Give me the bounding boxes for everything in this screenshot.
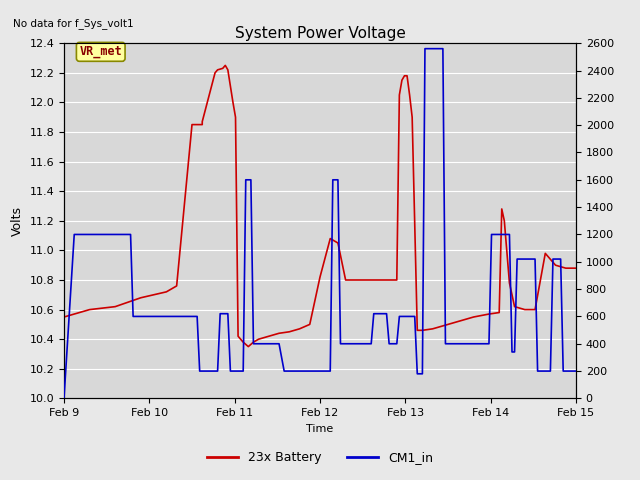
CM1_in	[214, 368, 221, 374]
CM1_in	[275, 341, 283, 347]
CM1_in	[216, 311, 224, 317]
CM1_in	[442, 341, 449, 347]
CM1_in	[319, 368, 326, 374]
Title: System Power Voltage: System Power Voltage	[235, 25, 405, 41]
CM1_in	[508, 349, 516, 355]
CM1_in	[70, 231, 78, 237]
23x Battery	[429, 326, 436, 332]
CM1_in	[196, 368, 204, 374]
CM1_in	[224, 311, 232, 317]
CM1_in	[247, 177, 255, 183]
CM1_in	[337, 341, 344, 347]
Text: VR_met: VR_met	[79, 45, 122, 59]
CM1_in	[367, 341, 375, 347]
CM1_in	[280, 368, 288, 374]
23x Battery	[137, 295, 145, 300]
CM1_in	[439, 46, 447, 51]
CM1_in	[557, 256, 564, 262]
CM1_in	[239, 368, 247, 374]
23x Battery	[60, 314, 68, 320]
CM1_in	[393, 341, 401, 347]
CM1_in	[421, 46, 429, 51]
CM1_in	[506, 231, 513, 237]
CM1_in	[193, 313, 201, 319]
CM1_in	[329, 177, 337, 183]
CM1_in	[396, 313, 403, 319]
CM1_in	[227, 368, 234, 374]
CM1_in	[436, 46, 444, 51]
CM1_in	[534, 368, 541, 374]
23x Battery	[316, 274, 324, 280]
CM1_in	[129, 313, 137, 319]
23x Battery	[244, 344, 252, 349]
23x Battery	[111, 304, 119, 310]
CM1_in	[60, 396, 68, 401]
CM1_in	[513, 256, 521, 262]
CM1_in	[511, 349, 518, 355]
CM1_in	[439, 46, 447, 51]
CM1_in	[559, 368, 567, 374]
23x Battery	[419, 327, 426, 333]
Line: 23x Battery: 23x Battery	[64, 65, 576, 347]
CM1_in	[316, 368, 324, 374]
23x Battery	[572, 265, 580, 271]
CM1_in	[547, 368, 554, 374]
CM1_in	[413, 371, 421, 377]
CM1_in	[370, 311, 378, 317]
CM1_in	[488, 231, 495, 237]
CM1_in	[127, 231, 134, 237]
CM1_in	[419, 371, 426, 377]
Text: No data for f_Sys_volt1: No data for f_Sys_volt1	[13, 18, 133, 29]
CM1_in	[549, 256, 557, 262]
23x Battery	[234, 333, 242, 339]
Y-axis label: Volts: Volts	[11, 206, 24, 236]
CM1_in	[242, 177, 250, 183]
CM1_in	[250, 341, 257, 347]
X-axis label: Time: Time	[307, 424, 333, 433]
CM1_in	[334, 177, 342, 183]
CM1_in	[485, 341, 493, 347]
CM1_in	[531, 256, 539, 262]
Legend: 23x Battery, CM1_in: 23x Battery, CM1_in	[202, 446, 438, 469]
Line: CM1_in: CM1_in	[64, 48, 576, 398]
CM1_in	[572, 368, 580, 374]
CM1_in	[385, 341, 393, 347]
23x Battery	[221, 62, 229, 68]
CM1_in	[383, 311, 390, 317]
CM1_in	[411, 313, 419, 319]
CM1_in	[326, 368, 334, 374]
